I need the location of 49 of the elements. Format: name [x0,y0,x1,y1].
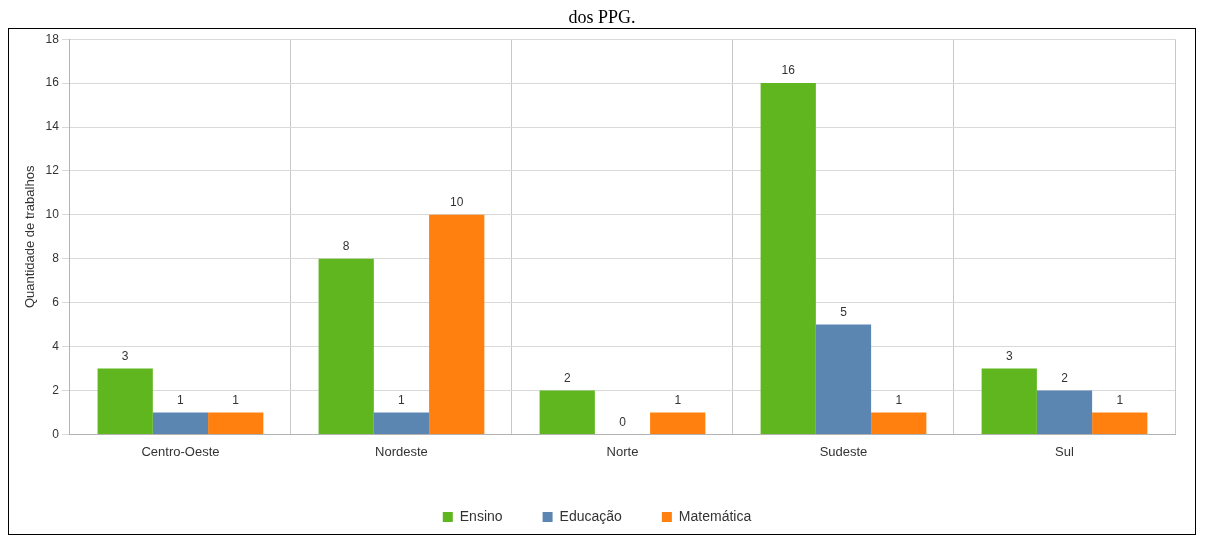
data-label: 1 [398,392,406,407]
bar [208,412,264,434]
data-label: 2 [563,370,571,385]
legend-label: Ensino [459,507,503,524]
y-tick-label: 10 [45,207,60,222]
bar [152,412,209,434]
y-tick-label: 18 [45,31,60,46]
legend-label: Educação [559,507,623,524]
y-tick-label: 4 [52,338,60,353]
x-tick-label: Centro-Oeste [141,443,220,459]
chart-title: dos PPG. [567,7,637,28]
bar [429,214,485,434]
legend-label: Matemática [678,507,752,524]
bar [318,258,374,434]
bar [871,412,927,434]
bar [981,368,1037,434]
data-label: 5 [840,304,848,319]
data-label: 1 [177,392,185,407]
bar [1092,412,1148,434]
bar [1036,390,1093,434]
data-label: 1 [895,392,903,407]
bar [97,368,153,434]
y-axis-title: Quantidade de trabalhos [22,165,38,308]
bar [650,412,706,434]
x-tick-label: Nordeste [375,443,428,459]
y-tick-label: 6 [52,294,60,309]
bar [373,412,430,434]
data-label: 0 [619,414,627,429]
y-tick-label: 0 [52,426,60,441]
y-tick-label: 16 [45,75,60,90]
y-tick-label: 8 [52,251,60,266]
data-label: 2 [1061,370,1069,385]
x-tick-label: Norte [606,443,639,459]
data-label: 10 [450,195,464,210]
y-tick-label: 2 [52,382,60,397]
bar [815,324,872,434]
data-label: 3 [121,348,129,363]
y-tick-label: 14 [45,119,60,134]
bar [539,390,595,434]
data-label: 1 [1116,392,1124,407]
data-label: 1 [232,392,240,407]
x-tick-label: Sudeste [819,443,868,459]
data-label: 16 [781,63,796,78]
data-label: 3 [1005,348,1013,363]
bar [760,83,816,434]
x-tick-label: Sul [1055,443,1074,459]
data-label: 8 [342,239,350,254]
data-label: 1 [674,392,682,407]
y-tick-label: 12 [45,163,60,178]
